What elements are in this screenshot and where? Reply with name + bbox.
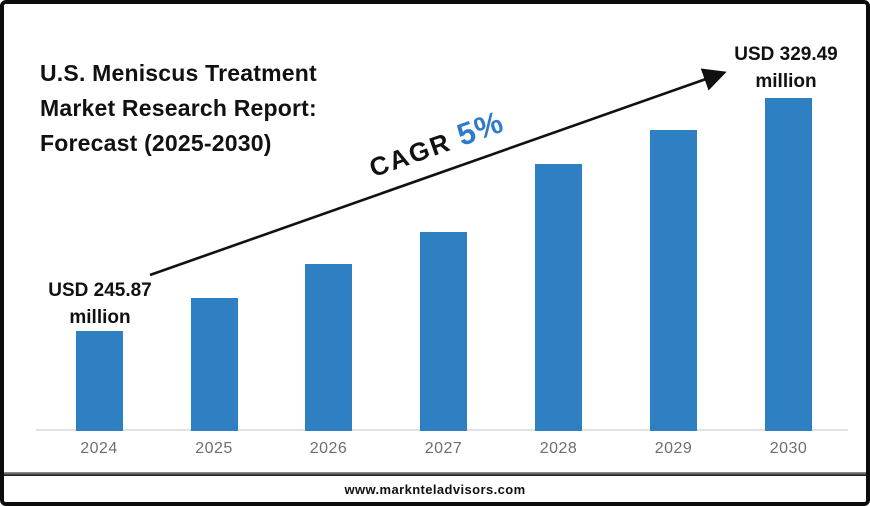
footer: www.marknteladvisors.com [4,476,866,502]
bar-2024 [75,331,123,431]
x-axis-label-2024: 2024 [80,440,118,457]
start-value-unit: million [69,307,131,328]
x-axis-label-2029: 2029 [654,440,693,457]
cagr-value: 5% [452,104,509,153]
end-value-label: USD 329.49 million [696,41,866,95]
start-value-label: USD 245.87 million [10,277,190,331]
cagr-prefix: CAGR [365,123,464,184]
x-axis-label-2028: 2028 [539,440,578,457]
x-axis-label-2025: 2025 [195,440,233,457]
start-value-amount: USD 245.87 [48,280,152,301]
chart-title: U.S. Meniscus Treatment Market Research … [40,56,317,161]
end-value-unit: million [755,71,817,92]
chart-title-line2: Market Research Report: [40,95,317,121]
x-axis-label-2030: 2030 [769,440,808,457]
cagr-label: CAGR 5% [364,104,509,185]
x-axis-label-2027: 2027 [424,440,463,457]
x-axis-label-2026: 2026 [309,440,348,457]
end-value-amount: USD 329.49 [734,44,838,65]
chart-title-line1: U.S. Meniscus Treatment [40,60,317,86]
footer-separator [4,472,866,476]
chart-title-line3: Forecast (2025-2030) [40,130,272,156]
bar-2027 [420,232,467,431]
bar-2025 [190,298,238,431]
bar-2028 [535,164,582,431]
bar-2030 [765,98,812,431]
bar-2029 [650,130,697,431]
website-url: www.marknteladvisors.com [344,481,526,497]
bar-2026 [305,264,352,431]
